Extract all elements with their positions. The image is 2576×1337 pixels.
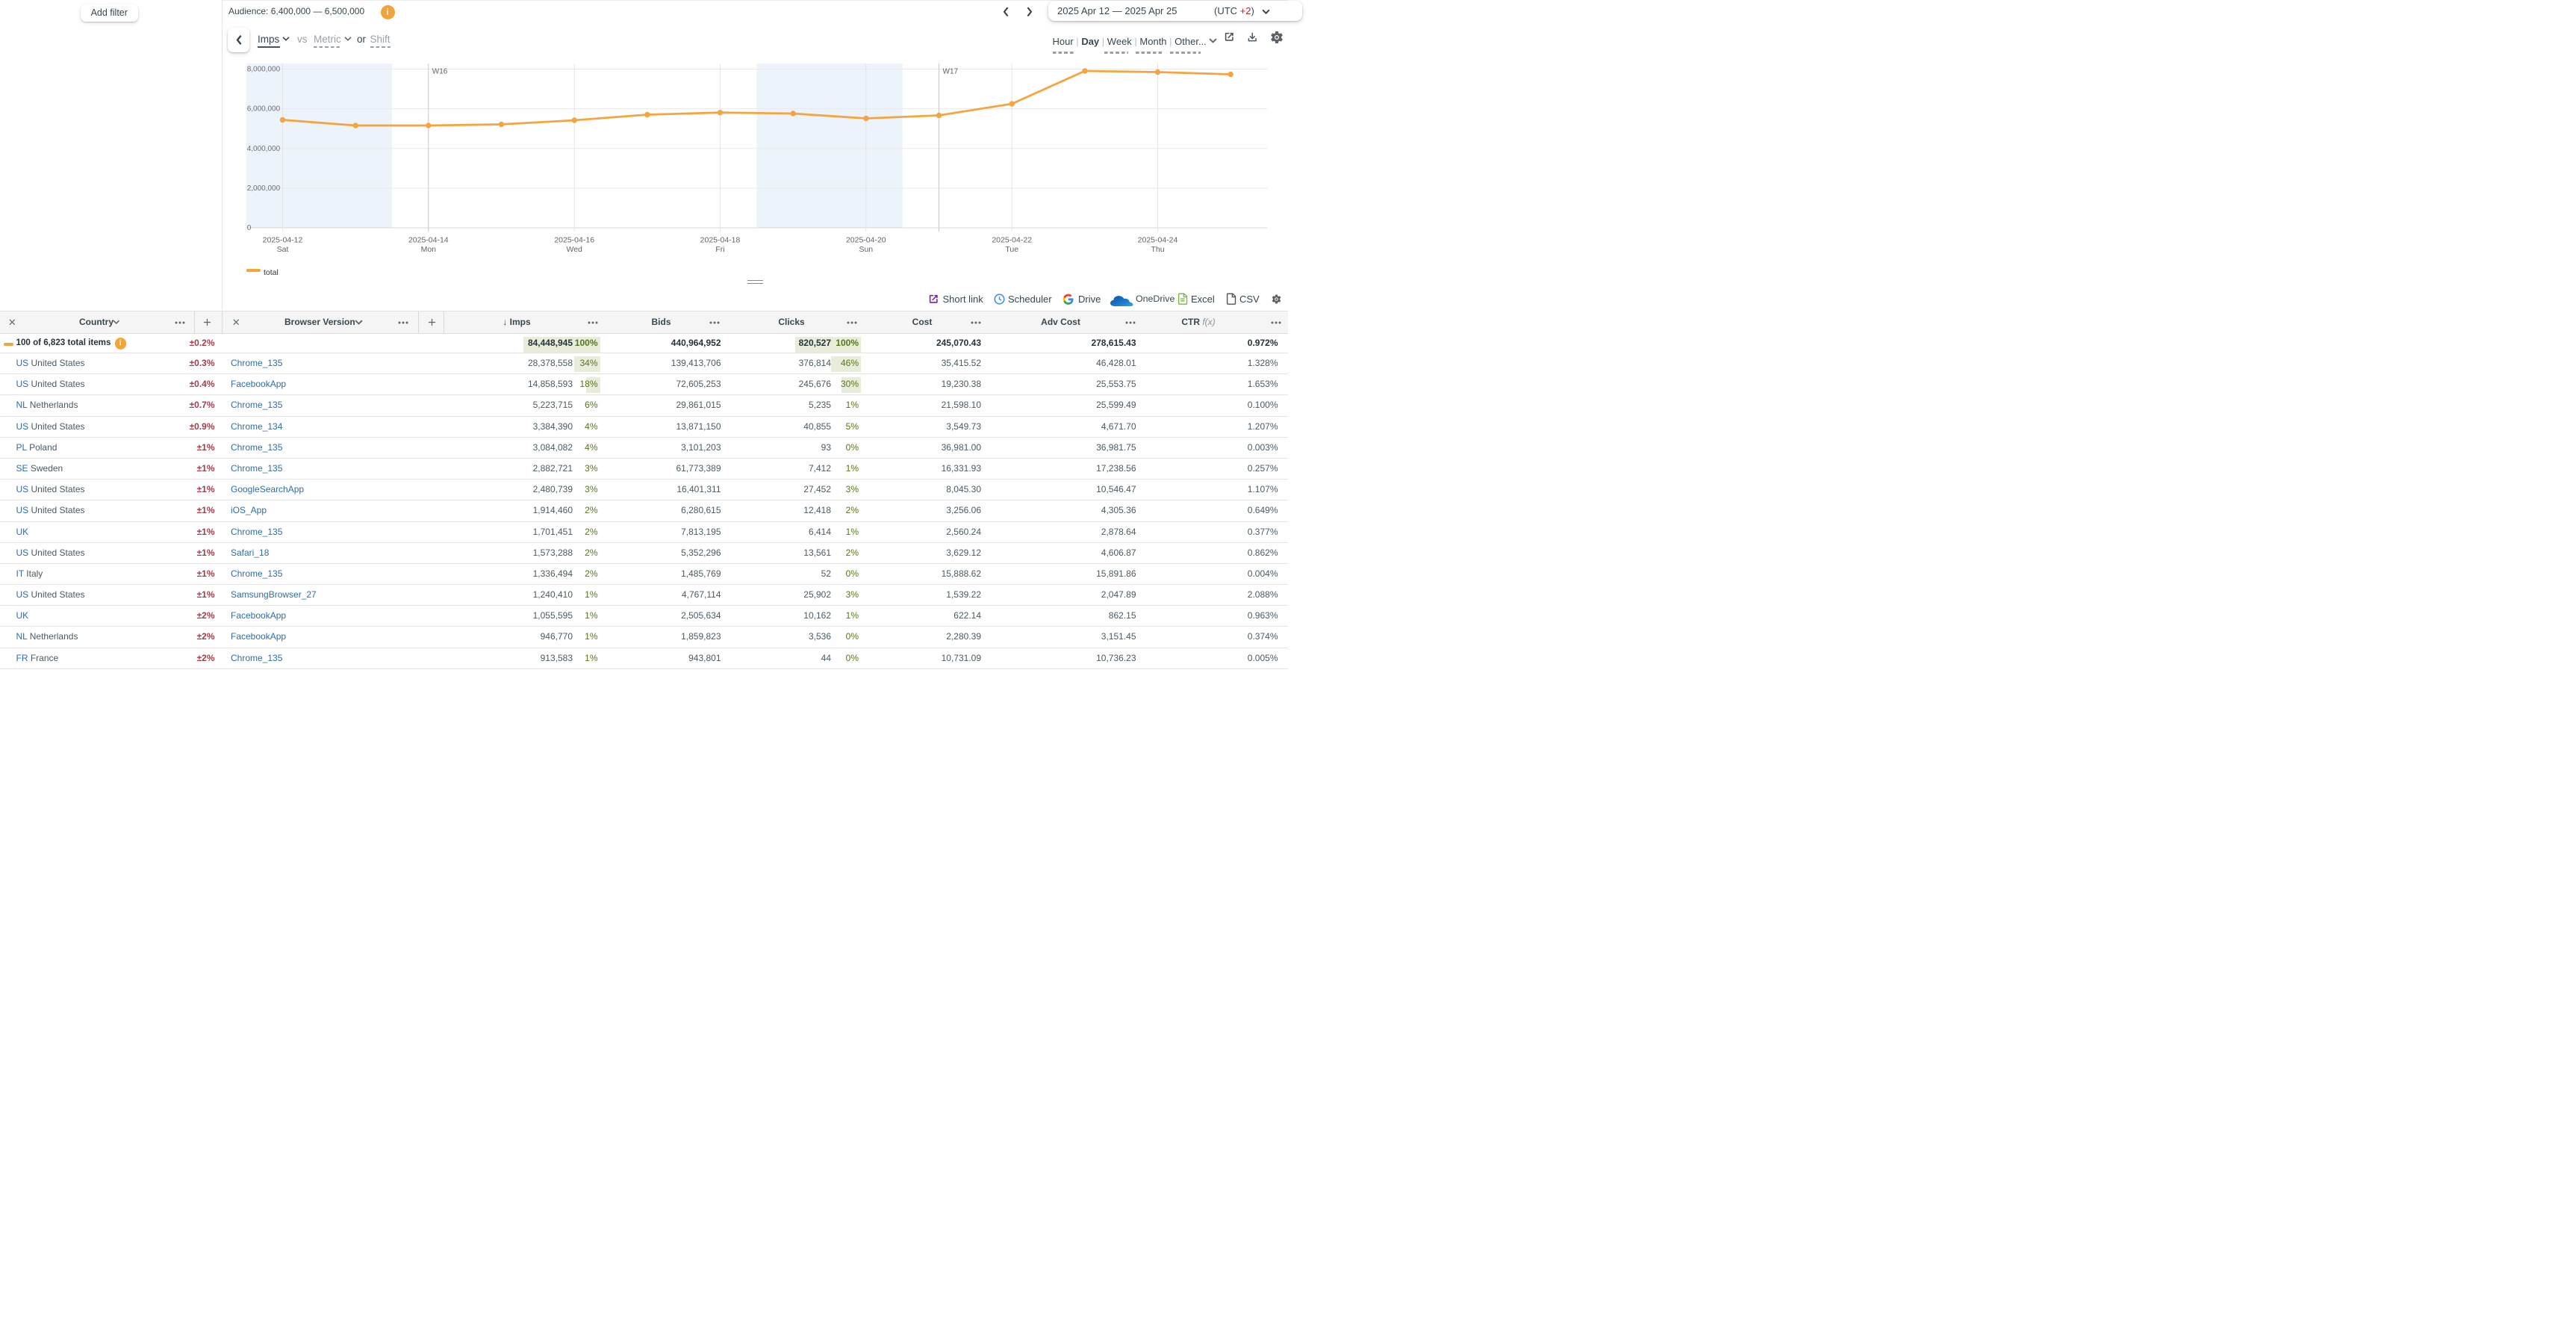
svg-text:2025-04-22: 2025-04-22 — [992, 236, 1032, 245]
svg-text:2025-04-24: 2025-04-24 — [1138, 236, 1178, 245]
svg-text:2025-04-14: 2025-04-14 — [408, 236, 449, 245]
svg-text:2025-04-20: 2025-04-20 — [846, 236, 886, 245]
svg-text:4,000,000: 4,000,000 — [247, 145, 281, 153]
svg-text:Sun: Sun — [859, 245, 873, 254]
svg-text:Mon: Mon — [421, 245, 437, 254]
svg-text:Tue: Tue — [1005, 245, 1018, 254]
svg-text:2025-04-16: 2025-04-16 — [554, 236, 594, 245]
svg-text:Sat: Sat — [277, 245, 289, 254]
svg-text:W16: W16 — [432, 67, 448, 75]
svg-text:6,000,000: 6,000,000 — [247, 105, 281, 114]
svg-text:2025-04-18: 2025-04-18 — [700, 236, 741, 245]
svg-text:Wed: Wed — [566, 245, 582, 254]
svg-text:2,000,000: 2,000,000 — [247, 184, 281, 193]
svg-text:0: 0 — [247, 224, 252, 232]
svg-text:2025-04-12: 2025-04-12 — [263, 236, 303, 245]
svg-text:8,000,000: 8,000,000 — [247, 66, 281, 74]
svg-text:W17: W17 — [943, 67, 959, 75]
svg-text:Fri: Fri — [715, 245, 724, 254]
svg-text:Thu: Thu — [1151, 245, 1164, 254]
